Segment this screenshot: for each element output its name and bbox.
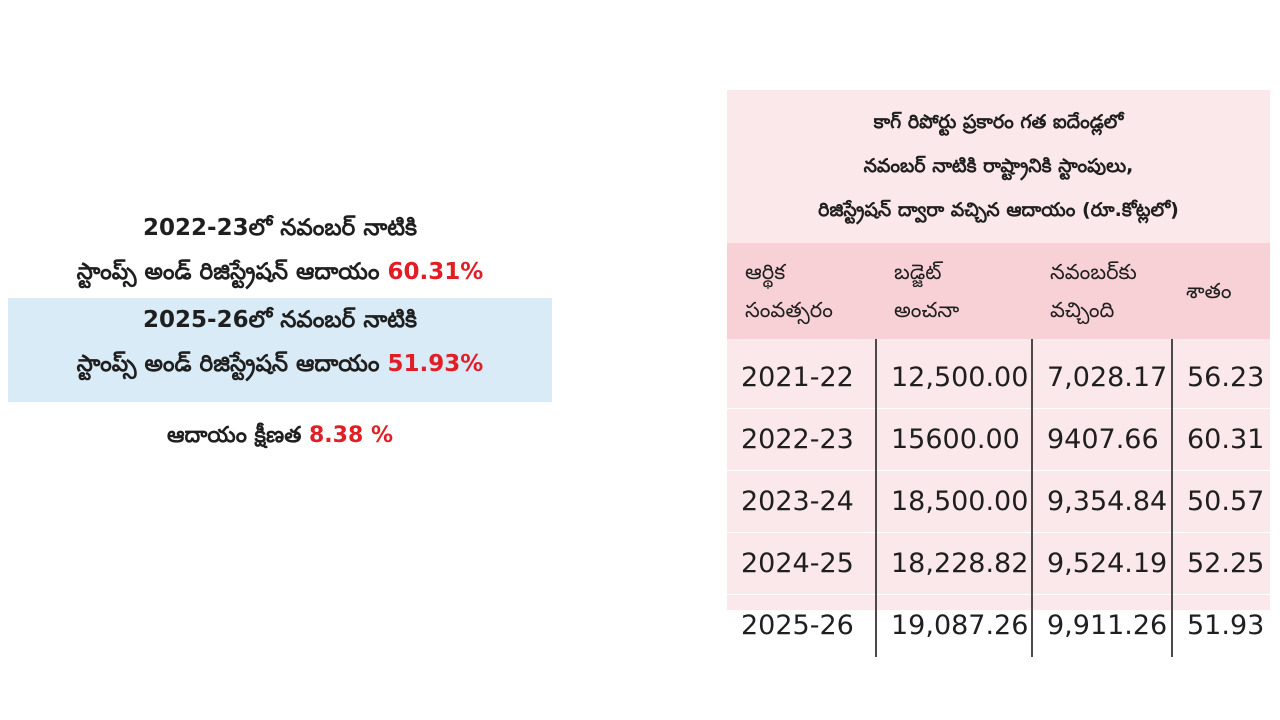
cell-percent: 56.23 bbox=[1171, 339, 1270, 409]
header-fiscal-year: ఆర్థిక సంవత్సరం bbox=[727, 243, 876, 339]
revenue-table-panel: కాగ్ రిపోర్టు ప్రకారం గత ఐదేండ్లలో నవంబర… bbox=[727, 90, 1270, 657]
cell-budget: 18,500.00 bbox=[875, 470, 1032, 533]
cell-year: 2025-26 bbox=[727, 594, 876, 657]
cell-budget: 12,500.00 bbox=[875, 339, 1032, 409]
cell-percent: 51.93 bbox=[1171, 594, 1270, 657]
cell-received: 9,524.19 bbox=[1031, 532, 1172, 595]
cell-budget: 18,228.82 bbox=[875, 532, 1032, 595]
header-budget-estimate: బడ్జెట్ అంచనా bbox=[876, 243, 1032, 339]
cell-year: 2023-24 bbox=[727, 470, 876, 533]
cell-percent: 52.25 bbox=[1171, 532, 1270, 595]
cell-received: 9,354.84 bbox=[1031, 470, 1172, 533]
summary-2025-26-label: స్టాంప్స్ అండ్ రిజిస్ట్రేషన్ ఆదాయం bbox=[76, 351, 380, 377]
table-row: 2024-25 18,228.82 9,524.19 52.25 bbox=[727, 532, 1270, 595]
cell-received: 9407.66 bbox=[1031, 408, 1172, 471]
summary-2025-26-line: 2025-26లో నవంబర్ నాటికి bbox=[143, 307, 417, 333]
table-row: 2023-24 18,500.00 9,354.84 50.57 bbox=[727, 470, 1270, 533]
header-percentage: శాతం bbox=[1172, 243, 1270, 339]
cell-year: 2021-22 bbox=[727, 339, 876, 409]
cell-received: 7,028.17 bbox=[1031, 339, 1172, 409]
cell-percent: 50.57 bbox=[1171, 470, 1270, 533]
table-row: 2021-22 12,500.00 7,028.17 56.23 bbox=[727, 339, 1270, 409]
cell-received: 9,911.26 bbox=[1031, 594, 1172, 657]
cell-budget: 15600.00 bbox=[875, 408, 1032, 471]
cell-percent: 60.31 bbox=[1171, 408, 1270, 471]
table-row: 2022-23 15600.00 9407.66 60.31 bbox=[727, 408, 1270, 471]
summary-2022-23-label: స్టాంప్స్ అండ్ రిజిస్ట్రేషన్ ఆదాయం bbox=[76, 259, 380, 285]
summary-panel: 2022-23లో నవంబర్ నాటికి స్టాంప్స్ అండ్ ర… bbox=[8, 200, 552, 456]
summary-2025-26-value: 51.93% bbox=[387, 351, 484, 377]
revenue-decline: ఆదాయం క్షీణత 8.38 % bbox=[8, 416, 552, 456]
summary-2025-26: 2025-26లో నవంబర్ నాటికి స్టాంప్స్ అండ్ ర… bbox=[8, 298, 552, 402]
table-title: కాగ్ రిపోర్టు ప్రకారం గత ఐదేండ్లలో నవంబర… bbox=[727, 100, 1270, 232]
revenue-decline-value: 8.38 % bbox=[309, 423, 393, 448]
table-title-line-3: రిజిస్ట్రేషన్ ద్వారా వచ్చిన ఆదాయం (రూ.కో… bbox=[818, 199, 1179, 221]
header-received-by-november: నవంబర్‌కు వచ్చింది bbox=[1032, 243, 1172, 339]
cell-year: 2024-25 bbox=[727, 532, 876, 595]
cell-year: 2022-23 bbox=[727, 408, 876, 471]
summary-2022-23-line: 2022-23లో నవంబర్ నాటికి bbox=[143, 215, 417, 241]
revenue-table: ఆర్థిక సంవత్సరం బడ్జెట్ అంచనా నవంబర్‌కు … bbox=[727, 243, 1270, 657]
table-row: 2025-26 19,087.26 9,911.26 51.93 bbox=[727, 594, 1270, 657]
table-title-line-2: నవంబర్ నాటికి రాష్ట్రానికి స్టాంపులు, bbox=[863, 155, 1134, 177]
summary-2022-23: 2022-23లో నవంబర్ నాటికి స్టాంప్స్ అండ్ ర… bbox=[8, 200, 552, 294]
table-header-row: ఆర్థిక సంవత్సరం బడ్జెట్ అంచనా నవంబర్‌కు … bbox=[727, 243, 1270, 339]
table-title-line-1: కాగ్ రిపోర్టు ప్రకారం గత ఐదేండ్లలో bbox=[873, 111, 1124, 133]
summary-2022-23-value: 60.31% bbox=[387, 259, 484, 285]
revenue-decline-label: ఆదాయం క్షీణత bbox=[167, 423, 302, 448]
cell-budget: 19,087.26 bbox=[875, 594, 1032, 657]
